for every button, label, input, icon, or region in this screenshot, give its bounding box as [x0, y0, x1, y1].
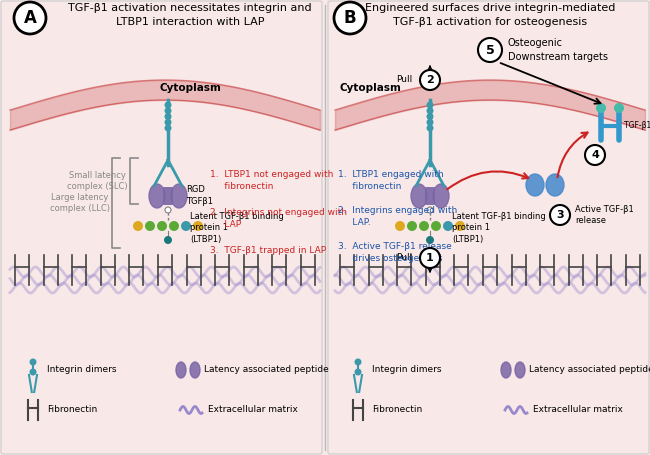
Text: 3: 3: [556, 210, 564, 220]
Circle shape: [426, 125, 434, 131]
Circle shape: [426, 107, 434, 114]
Circle shape: [164, 119, 172, 126]
Circle shape: [419, 221, 429, 231]
Circle shape: [427, 207, 433, 213]
Ellipse shape: [149, 184, 165, 208]
Text: 1.  LTBP1 not engaged with
     fibronectin: 1. LTBP1 not engaged with fibronectin: [210, 170, 333, 191]
Circle shape: [426, 236, 434, 244]
Ellipse shape: [515, 362, 525, 378]
Circle shape: [426, 113, 434, 120]
Ellipse shape: [176, 362, 186, 378]
Text: 2: 2: [426, 75, 434, 85]
Circle shape: [478, 38, 502, 62]
Circle shape: [455, 221, 465, 231]
Circle shape: [334, 2, 366, 34]
Text: Latency associated peptide: Latency associated peptide: [529, 365, 650, 374]
Text: Latent TGF-β1 binding
protein 1
(LTBP1): Latent TGF-β1 binding protein 1 (LTBP1): [190, 212, 284, 243]
Circle shape: [165, 207, 171, 213]
Text: 2.  Integrins engaged with
     LAP.: 2. Integrins engaged with LAP.: [338, 206, 457, 227]
Text: B: B: [344, 9, 356, 27]
Circle shape: [164, 101, 172, 108]
FancyBboxPatch shape: [163, 187, 173, 205]
Text: Active TGF-β1
release: Active TGF-β1 release: [575, 205, 634, 225]
Text: A: A: [23, 9, 36, 27]
Text: TGFβ1: TGFβ1: [186, 197, 213, 206]
Circle shape: [407, 221, 417, 231]
Text: Latency associated peptide: Latency associated peptide: [204, 365, 329, 374]
Circle shape: [426, 119, 434, 126]
Text: TGF-β1 activation necessitates integrin and
LTBP1 interaction with LAP: TGF-β1 activation necessitates integrin …: [68, 3, 312, 26]
FancyBboxPatch shape: [1, 1, 322, 454]
Text: Fibronectin: Fibronectin: [372, 405, 422, 415]
Circle shape: [133, 221, 143, 231]
Circle shape: [164, 107, 172, 114]
Circle shape: [193, 221, 203, 231]
Text: Extracellular matrix: Extracellular matrix: [208, 405, 298, 415]
FancyBboxPatch shape: [328, 1, 649, 454]
Circle shape: [431, 221, 441, 231]
Circle shape: [14, 2, 46, 34]
Text: Pull: Pull: [396, 76, 412, 85]
Circle shape: [420, 70, 440, 90]
Circle shape: [29, 369, 36, 375]
Ellipse shape: [433, 184, 449, 208]
Circle shape: [164, 113, 172, 120]
Circle shape: [145, 221, 155, 231]
Text: Integrin dimers: Integrin dimers: [372, 365, 441, 374]
Circle shape: [395, 221, 405, 231]
Circle shape: [164, 125, 172, 131]
Text: Cytoplasm: Cytoplasm: [159, 83, 221, 93]
Text: 1.  LTBP1 engaged with
     fibronectin: 1. LTBP1 engaged with fibronectin: [338, 170, 443, 191]
Circle shape: [29, 359, 36, 365]
Ellipse shape: [411, 184, 427, 208]
Text: TGF-β1 Receptor: TGF-β1 Receptor: [624, 121, 650, 131]
Text: Engineered surfaces drive integrin-mediated
TGF-β1 activation for osteogenesis: Engineered surfaces drive integrin-media…: [365, 3, 615, 26]
Circle shape: [169, 221, 179, 231]
Circle shape: [164, 236, 172, 244]
Circle shape: [596, 103, 606, 113]
Circle shape: [443, 221, 453, 231]
Ellipse shape: [190, 362, 200, 378]
Circle shape: [614, 103, 624, 113]
Text: 3.  Active TGF-β1 release
     drives osteogenesis: 3. Active TGF-β1 release drives osteogen…: [338, 242, 452, 263]
Text: Osteogenic
Downstream targets: Osteogenic Downstream targets: [508, 38, 608, 61]
Text: 5: 5: [486, 44, 495, 56]
Text: Small latency
complex (SLC): Small latency complex (SLC): [68, 171, 128, 191]
Circle shape: [354, 369, 361, 375]
Text: Integrin dimers: Integrin dimers: [47, 365, 116, 374]
Text: 4: 4: [591, 150, 599, 160]
Text: 2.  Integrins not engaged with
     LAP: 2. Integrins not engaged with LAP: [210, 208, 347, 229]
Text: RGD: RGD: [186, 186, 205, 194]
Ellipse shape: [526, 174, 544, 196]
Ellipse shape: [171, 184, 187, 208]
Text: Fibronectin: Fibronectin: [47, 405, 98, 415]
Text: 3.  TGF-β1 trapped in LAP: 3. TGF-β1 trapped in LAP: [210, 246, 326, 255]
Circle shape: [420, 248, 440, 268]
Text: Cytoplasm: Cytoplasm: [339, 83, 401, 93]
FancyBboxPatch shape: [425, 187, 435, 205]
Text: Large latency
complex (LLC): Large latency complex (LLC): [50, 193, 110, 212]
Circle shape: [157, 221, 167, 231]
Ellipse shape: [501, 362, 511, 378]
Circle shape: [354, 359, 361, 365]
Text: Pull: Pull: [396, 253, 412, 263]
Ellipse shape: [546, 174, 564, 196]
Circle shape: [585, 145, 605, 165]
Circle shape: [550, 205, 570, 225]
Text: 1: 1: [426, 253, 434, 263]
Text: Latent TGF-β1 binding
protein 1
(LTBP1): Latent TGF-β1 binding protein 1 (LTBP1): [452, 212, 546, 243]
Circle shape: [181, 221, 191, 231]
Text: Extracellular matrix: Extracellular matrix: [533, 405, 623, 415]
Circle shape: [426, 101, 434, 108]
